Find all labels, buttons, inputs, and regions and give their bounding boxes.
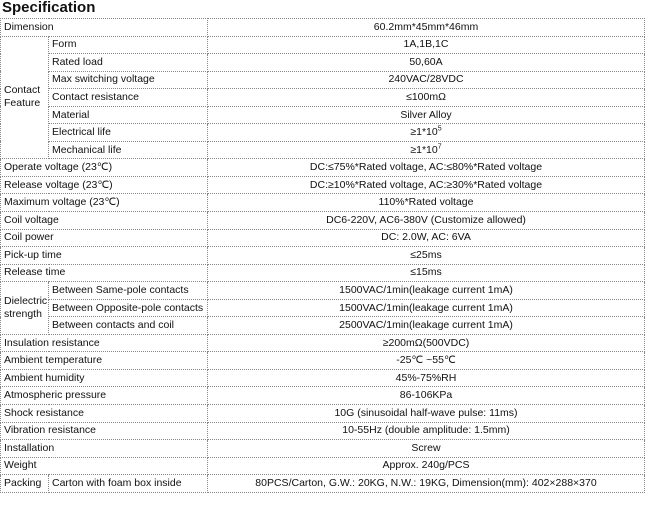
spec-value: 80PCS/Carton, G.W.: 20KG, N.W.: 19KG, Di… [207,474,645,493]
spec-value: 60.2mm*45mm*46mm [207,18,645,37]
spec-value: ≤100mΩ [207,88,645,107]
table-row: Operate voltage (23℃) DC:≤75%*Rated volta… [0,158,645,177]
table-row: Electrical life ≥1*105 [1,123,645,142]
table-row: Ambient temperature -25℃ ~55℃ [0,351,645,370]
table-row: Contact resistance ≤100mΩ [1,88,645,107]
spec-sublabel: Carton with foam box inside [47,474,209,493]
spec-value: ≥200mΩ(500VDC) [207,333,645,353]
spec-value: ≥1*107 [207,140,645,160]
spec-value: 45%-75%RH [207,368,645,388]
table-row: Installation Screw [0,439,645,458]
spec-label: Weight [0,456,209,476]
spec-label: Vibration resistance [0,421,209,441]
group-label: Dielectric strength [0,281,49,335]
spec-value: DC6-220V, AC6-380V (Customize allowed) [207,211,645,230]
table-row: Release voltage (23℃) DC:≥10%*Rated volta… [0,175,645,195]
spec-value: ≤15ms [207,263,645,283]
spec-value: 86-106KPa [207,386,645,406]
spec-value: 2500VAC/1min(leakage current 1mA) [207,316,645,335]
spec-label: Between Same-pole contacts [47,281,209,300]
spec-value: 240VAC/28VDC [207,70,645,90]
table-row: Between contacts and coil 2500VAC/1min(le… [1,316,645,335]
table-row: Vibration resistance 10-55Hz (double ampl… [0,421,645,441]
spec-value: 110%*Rated voltage [207,193,645,213]
spec-label: Form [47,35,209,55]
spec-value: ≤25ms [207,246,645,265]
spec-value: 1500VAC/1min(leakage current 1mA) [207,298,645,318]
spec-label: Operate voltage (23℃) [0,158,209,177]
spec-label: Rated load [47,53,209,72]
table-row: Between Opposite-pole contacts 1500VAC/1m… [1,298,645,318]
table-row: Insulation resistance ≥200mΩ(500VDC) [0,333,645,353]
spec-value: 10-55Hz (double amplitude: 1.5mm) [207,421,645,441]
spec-label: Coil power [0,228,209,248]
value-text: ≥1*10 [410,126,438,139]
spec-label: Between contacts and coil [47,316,209,335]
table-row: Dielectric strength Between Same-pole con… [0,281,645,335]
spec-label: Maximum voltage (23℃) [0,193,209,213]
spec-label: Packing [0,474,49,493]
spec-value: DC: 2.0W, AC: 6VA [207,228,645,248]
spec-label: Pick-up time [0,246,209,265]
table-row: Release time ≤15ms [0,263,645,283]
spec-value: DC:≥10%*Rated voltage, AC:≥30%*Rated vol… [207,175,645,195]
spec-label: Material [47,105,209,125]
table-row: Ambient humidity 45%-75%RH [0,368,645,388]
spec-value: 1A,1B,1C [207,35,645,55]
spec-label: Ambient humidity [0,368,209,388]
spec-label: Electrical life [47,123,209,142]
spec-label: Ambient temperature [0,351,209,370]
exponent: 5 [437,125,442,133]
spec-value: -25℃ ~55℃ [207,351,645,370]
spec-value: 50,60A [207,53,645,72]
table-row: Dimension 60.2mm*45mm*46mm [0,18,645,37]
spec-value: ≥1*105 [207,123,645,142]
spec-value: DC:≤75%*Rated voltage, AC:≤80%*Rated vol… [207,158,645,177]
spec-label: Contact resistance [47,88,209,107]
table-row: Maximum voltage (23℃) 110%*Rated voltage [0,193,645,213]
spec-label: Shock resistance [0,404,209,423]
table-row: Packing Carton with foam box inside 80PCS/… [0,474,645,493]
table-row: Coil voltage DC6-220V, AC6-380V (Customiz… [0,211,645,230]
table-row: Coil power DC: 2.0W, AC: 6VA [0,228,645,248]
spec-label: Between Opposite-pole contacts [47,298,209,318]
spec-label: Installation [0,439,209,458]
spec-value: Approx. 240g/PCS [207,456,645,476]
table-row: Mechanical life ≥1*107 [1,140,645,160]
table-row: Rated load 50,60A [1,53,645,72]
group-label: Contact Feature [0,35,49,160]
table-row: Material Silver Alloy [1,105,645,125]
spec-label: Mechanical life [47,140,209,160]
spec-label: Dimension [0,18,209,37]
exponent: 7 [437,143,442,151]
table-row: Weight Approx. 240g/PCS [0,456,645,476]
table-row: Atmospheric pressure 86-106KPa [0,386,645,406]
spec-label: Coil voltage [0,211,209,230]
spec-value: 1500VAC/1min(leakage current 1mA) [207,281,645,300]
spec-value: Screw [207,439,645,458]
page-title: Specification [2,0,96,16]
table-row: Contact Feature Form 1A,1B,1C [0,35,645,160]
spec-label: Max switching voltage [47,70,209,90]
table-row: Pick-up time ≤25ms [0,246,645,265]
spec-value: Silver Alloy [207,105,645,125]
table-row: Max switching voltage 240VAC/28VDC [1,70,645,90]
spec-label: Atmospheric pressure [0,386,209,406]
spec-table: Dimension 60.2mm*45mm*46mm Contact Feature… [0,18,645,493]
value-text: ≥1*10 [410,143,438,156]
spec-value: 10G (sinusoidal half-wave pulse: 11ms) [207,404,645,423]
spec-label: Release voltage (23℃) [0,175,209,195]
spec-label: Insulation resistance [0,333,209,353]
spec-label: Release time [0,263,209,283]
table-row: Shock resistance 10G (sinusoidal half-wav… [0,404,645,423]
